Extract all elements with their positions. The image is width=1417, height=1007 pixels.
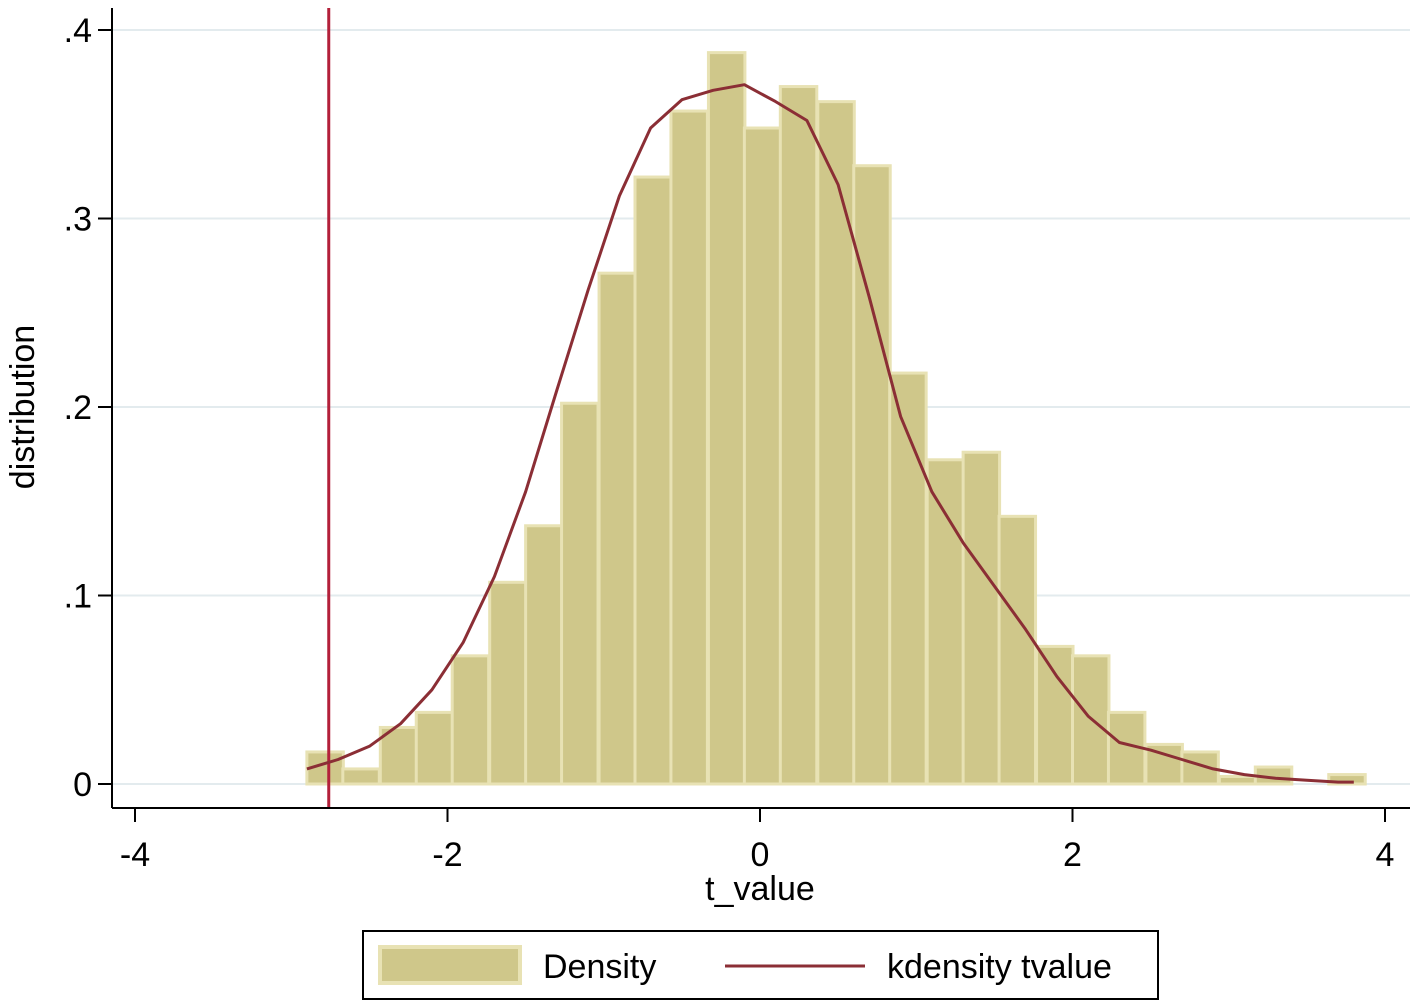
legend: Density kdensity tvalue <box>362 930 1159 1000</box>
histogram-bar <box>633 175 673 786</box>
histogram-bar <box>816 100 856 786</box>
kdensity-line <box>306 83 1354 784</box>
y-axis-title: distribution <box>4 325 42 489</box>
histogram-bar <box>997 514 1038 786</box>
kdensity-curve <box>306 83 1354 784</box>
histogram-bar <box>961 450 1002 786</box>
histogram-bar <box>488 580 528 786</box>
histogram-bar <box>852 164 892 786</box>
x-axis-title: t_value <box>705 870 815 908</box>
x-tick-label: 2 <box>1063 836 1082 874</box>
histogram-bar <box>1217 774 1258 786</box>
legend-label-density: Density <box>543 948 656 986</box>
x-tick-label: -4 <box>120 836 150 874</box>
histogram-bar <box>597 271 638 786</box>
histogram-bar <box>414 710 455 786</box>
histogram-bar <box>1035 644 1075 786</box>
histogram-bar <box>706 51 747 786</box>
y-tick-label: .4 <box>64 12 92 50</box>
histogram-bar <box>742 126 783 786</box>
histogram-bar <box>560 401 600 786</box>
legend-swatch-density <box>378 945 522 985</box>
y-tick-label: .2 <box>64 389 92 427</box>
histogram-bar <box>341 767 381 786</box>
histogram-bar <box>450 654 491 786</box>
histogram-bar <box>524 524 564 786</box>
histogram-bar <box>669 109 709 786</box>
y-tick-label: .1 <box>64 578 92 616</box>
histogram-bar <box>1327 773 1367 786</box>
y-tick-label: 0 <box>73 766 92 804</box>
histogram-bar <box>925 458 966 786</box>
y-tick-label: .3 <box>64 201 92 239</box>
axes: 0 .1 .2 .3 .4 -4 -2 0 2 4 <box>64 8 1410 874</box>
legend-label-kdensity: kdensity tvalue <box>887 948 1112 986</box>
histogram-bar <box>778 85 819 786</box>
x-tick-label: 4 <box>1376 836 1395 874</box>
x-tick-label: -2 <box>432 836 462 874</box>
density-bars <box>305 51 1367 786</box>
x-tick-label: 0 <box>751 836 770 874</box>
